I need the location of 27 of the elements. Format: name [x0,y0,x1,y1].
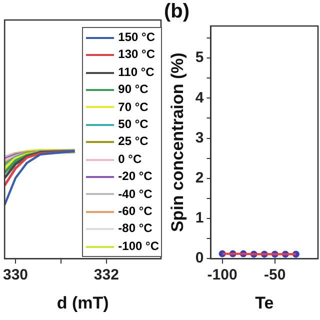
y-tick-label: 4 [195,89,204,106]
legend-label: -100 °C [118,238,159,255]
x-axis-title: Te [255,293,274,312]
legend-label: 25 °C [118,133,148,150]
legend-label: 110 °C [118,64,154,81]
y-tick-label: 5 [195,49,204,66]
x-axis-title: d (mT) [56,293,109,312]
legend-label: -40 °C [118,186,152,203]
legend-label: 70 °C [118,98,148,116]
x-tick-label: 332 [94,266,119,284]
x-tick-label: -50 [264,266,286,284]
x-tick-label: -100 [207,266,238,284]
legend-label: 130 °C [118,46,155,64]
legend-label: -80 °C [118,220,152,238]
x-tick-label: 330 [3,266,28,284]
legend-label: 90 °C [118,81,148,98]
y-tick-label: 3 [195,129,204,146]
legend-label: 50 °C [118,116,148,134]
legend-label: -20 °C [118,168,152,186]
y-tick-label: 2 [195,170,204,187]
y-tick-label: 1 [195,210,204,227]
chart-title: (b) [164,0,190,23]
legend-label: 150 °C [118,29,155,46]
legend-label: 0 °C [118,150,142,168]
y-tick-label: 0 [195,250,204,267]
legend-label: -60 °C [118,203,152,220]
y-axis-title: Spin concentraion (%) [168,52,187,232]
